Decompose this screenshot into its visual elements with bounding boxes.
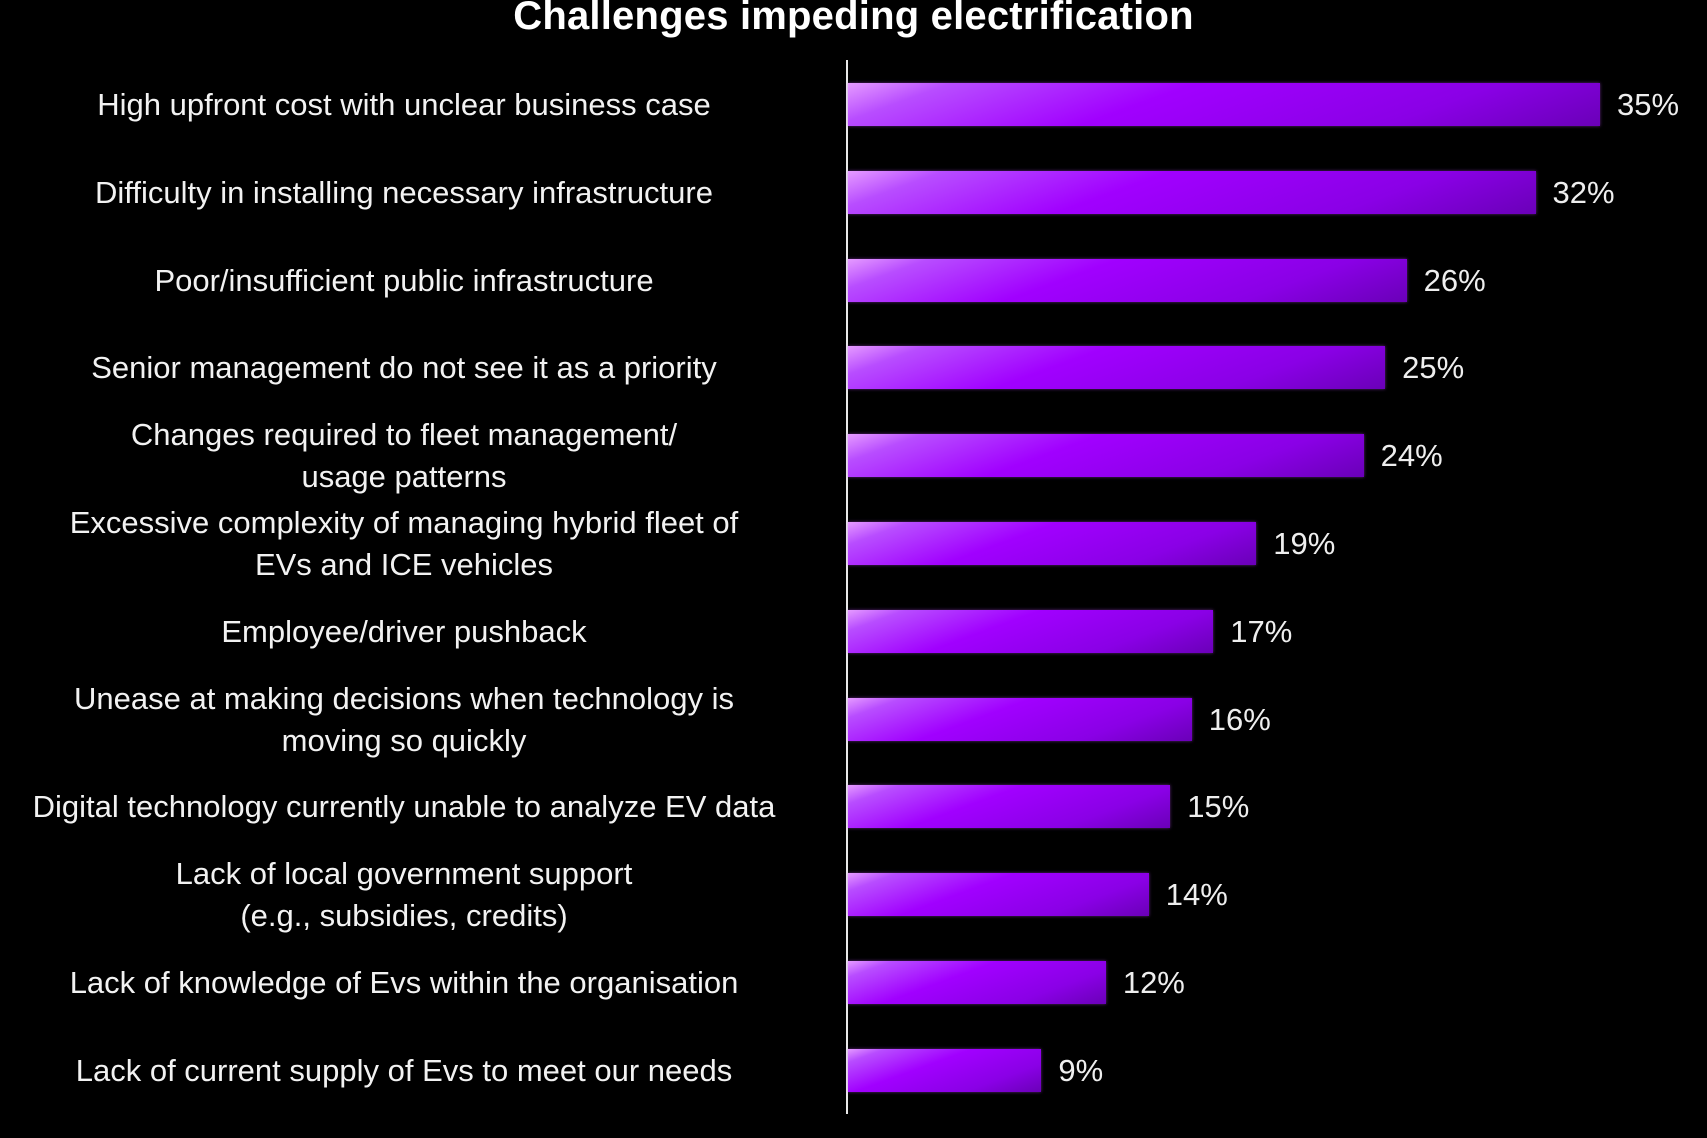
category-label: Changes required to fleet management/usa… xyxy=(0,414,814,498)
category-label: Excessive complexity of managing hybrid … xyxy=(0,502,814,586)
bar xyxy=(848,434,1364,478)
bar xyxy=(848,83,1600,126)
value-label: 9% xyxy=(1058,1052,1104,1088)
bar xyxy=(848,522,1257,565)
category-label-line: Excessive complexity of managing hybrid … xyxy=(69,505,739,540)
bar-row: Senior management do not see it as a pri… xyxy=(0,324,1707,412)
category-label: Digital technology currently unable to a… xyxy=(0,786,814,828)
value-label: 19% xyxy=(1273,526,1336,561)
category-label-line: Difficulty in installing necessary infra… xyxy=(95,174,713,210)
bar xyxy=(848,1048,1042,1092)
bar-row: Employee/driver pushback 17% xyxy=(0,588,1707,676)
category-label-line: Lack of current supply of Evs to meet ou… xyxy=(75,1052,733,1088)
category-label-line: Poor/insufficient public infrastructure xyxy=(154,262,654,298)
value-label: 32% xyxy=(1552,174,1615,210)
value-label: 25% xyxy=(1402,350,1465,386)
category-label: Poor/insufficient public infrastructure xyxy=(0,260,814,302)
value-label: 35% xyxy=(1617,87,1680,122)
category-label-line: Digital technology currently unable to a… xyxy=(32,789,776,825)
bar xyxy=(848,785,1171,829)
value-label: 24% xyxy=(1380,438,1443,474)
category-label-line: moving so quickly xyxy=(281,722,527,758)
category-label-line: Lack of knowledge of Evs within the orga… xyxy=(69,965,739,1000)
bar xyxy=(848,609,1214,653)
bar xyxy=(848,258,1407,302)
bar-row: Lack of current supply of Evs to meet ou… xyxy=(0,1027,1707,1115)
y-axis-line xyxy=(846,60,848,1114)
value-label: 16% xyxy=(1208,701,1271,737)
category-label-line: EVs and ICE vehicles xyxy=(254,547,554,582)
value-label: 15% xyxy=(1187,789,1250,825)
bar xyxy=(848,873,1149,917)
category-label-line: Changes required to fleet management/ xyxy=(130,417,678,453)
value-label: 26% xyxy=(1423,262,1486,298)
bar-row: High upfront cost with unclear business … xyxy=(0,61,1707,149)
category-label-line: (e.g., subsidies, credits) xyxy=(240,898,568,934)
category-label-line: Senior management do not see it as a pri… xyxy=(91,350,717,386)
value-label: 14% xyxy=(1165,877,1228,913)
bar-row: Lack of knowledge of Evs within the orga… xyxy=(0,939,1707,1027)
category-label: Lack of local government support (e.g., s… xyxy=(0,853,814,937)
category-label-line: usage patterns xyxy=(301,459,507,495)
category-label-line: Employee/driver pushback xyxy=(221,613,587,649)
category-label: Difficulty in installing necessary infra… xyxy=(0,172,814,214)
category-label: Lack of current supply of Evs to meet ou… xyxy=(0,1050,814,1092)
category-label-line: Unease at making decisions when technolo… xyxy=(74,680,734,716)
category-label: Senior management do not see it as a pri… xyxy=(0,347,814,389)
value-label: 17% xyxy=(1230,613,1293,649)
category-label: Lack of knowledge of Evs within the orga… xyxy=(0,962,814,1004)
bar-row: Excessive complexity of managing hybrid … xyxy=(0,500,1707,588)
bar-row: Changes required to fleet management/usa… xyxy=(0,412,1707,500)
bar xyxy=(848,170,1536,214)
value-label: 12% xyxy=(1122,965,1185,1000)
chart-title: Challenges impeding electrification xyxy=(513,0,1194,38)
bar xyxy=(848,346,1386,390)
category-label: Employee/driver pushback xyxy=(0,611,814,653)
category-label-line: Lack of local government support xyxy=(175,856,633,892)
bar xyxy=(848,961,1106,1004)
category-label: Unease at making decisions when technolo… xyxy=(0,678,814,762)
bar-row: Digital technology currently unable to a… xyxy=(0,763,1707,851)
bar-row: Difficulty in installing necessary infra… xyxy=(0,149,1707,237)
bar-row: Poor/insufficient public infrastructure 2… xyxy=(0,237,1707,325)
category-label: High upfront cost with unclear business … xyxy=(0,84,814,126)
bar xyxy=(848,697,1192,741)
bar-row: Unease at making decisions when technolo… xyxy=(0,676,1707,764)
category-label-line: High upfront cost with unclear business … xyxy=(97,87,711,122)
bar-row: Lack of local government support (e.g., s… xyxy=(0,851,1707,939)
